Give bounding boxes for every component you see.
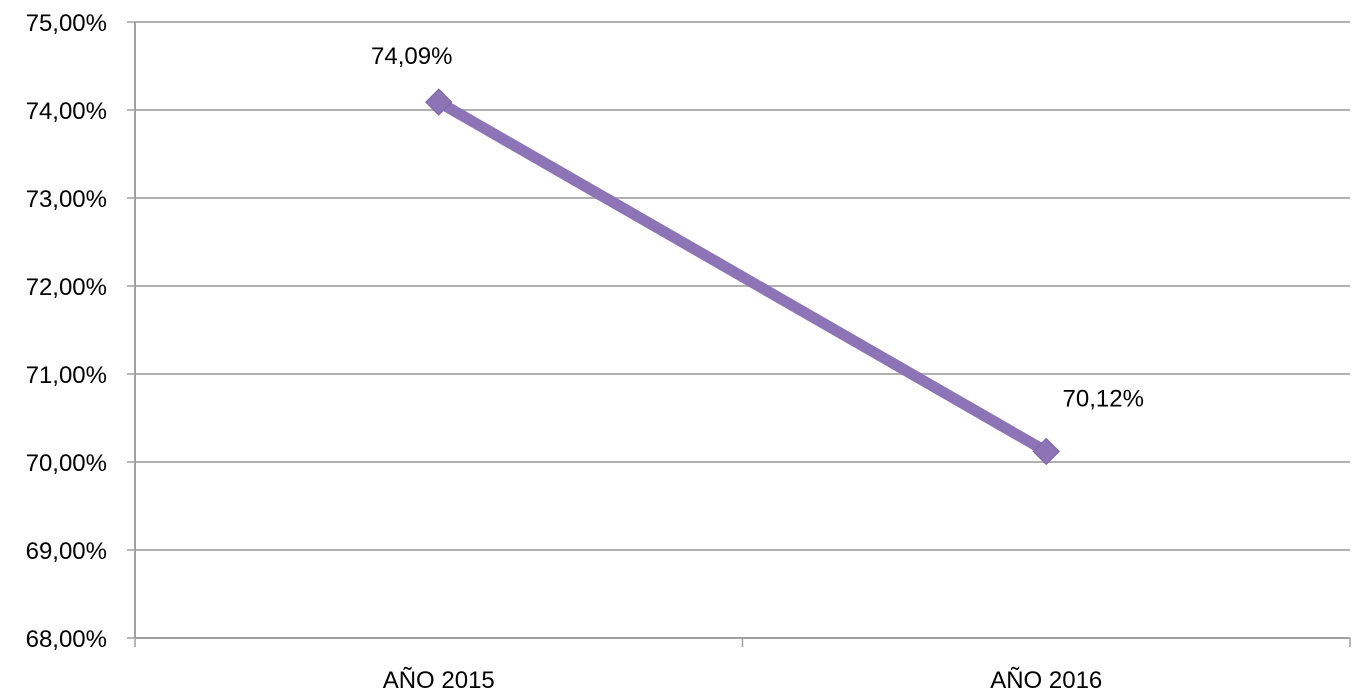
y-tick-label: 68,00% (26, 626, 107, 653)
series-lines (433, 96, 1052, 457)
y-tick-label: 75,00% (26, 10, 107, 37)
data-markers (425, 88, 1060, 466)
data-label: 70,12% (1063, 385, 1144, 412)
y-tick-label: 69,00% (26, 538, 107, 565)
y-tick-label: 70,00% (26, 450, 107, 477)
y-axis-tick-labels: 75,00% 74,00% 73,00% 72,00% 71,00% 70,00% 69,0… (26, 10, 107, 653)
data-labels: 74,09% 70,12% (371, 43, 1144, 412)
series-line (433, 96, 1052, 457)
x-tick-label: AÑO 2015 (383, 667, 495, 694)
data-point-marker (425, 88, 453, 116)
y-tick-label: 73,00% (26, 186, 107, 213)
y-tick-label: 72,00% (26, 274, 107, 301)
x-tick-label: AÑO 2016 (990, 667, 1102, 694)
gridlines (135, 21, 1350, 551)
data-label: 74,09% (371, 43, 452, 70)
y-tick-label: 74,00% (26, 98, 107, 125)
x-axis-tick-labels: AÑO 2015 AÑO 2016 (383, 667, 1103, 694)
y-tick-label: 71,00% (26, 362, 107, 389)
axes (127, 21, 1351, 647)
data-point-marker (1032, 437, 1060, 466)
